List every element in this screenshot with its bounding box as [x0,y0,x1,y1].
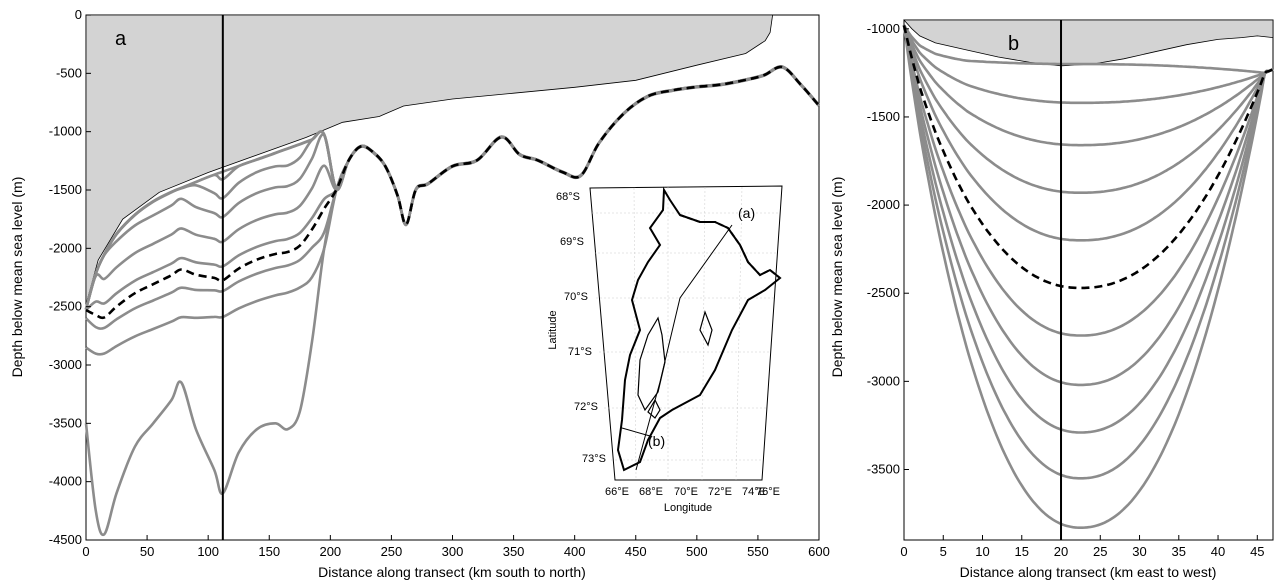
panel-b-label: b [1008,33,1019,55]
inset-lon-label: 74°E [742,486,766,498]
y-tick-label: -3000 [49,357,82,372]
panel-a-x-ticks: 0 50 100 150 200 250 300 350 400 450 500 550 600 [82,535,830,559]
isoline-b-1 [902,24,1274,105]
x-tick-label: 5 [940,544,947,559]
panel-b-x-ticks: 0 5 10 15 20 25 30 35 40 45 [900,535,1265,559]
inset-lon-label: 66°E [605,486,629,498]
y-tick-label: -1000 [867,21,900,36]
y-tick-label: -2000 [49,240,82,255]
panel-a-xlabel: Distance along transect (km south to nor… [318,564,586,580]
inset-inner-contour [637,310,713,419]
x-tick-label: 45 [1250,544,1264,559]
isoline-b-9 [902,25,1274,530]
x-tick-label: 350 [503,544,525,559]
inset-grid [592,186,780,481]
x-tick-label: 300 [442,544,464,559]
inset-lon-label: 76°E [756,486,780,498]
isoline-b-3 [902,24,1274,194]
x-tick-label: 100 [197,544,219,559]
x-tick-label: 200 [319,544,341,559]
x-tick-label: 550 [747,544,769,559]
inset-lat-label: 68°S [556,191,580,203]
dashed-isoline-b [902,24,1274,290]
x-tick-label: 10 [975,544,989,559]
y-tick-label: -500 [56,65,82,80]
y-tick-label: -2500 [867,285,900,300]
inset-ylabel: Latitude [547,310,559,349]
panel-b-y-ticks: -1000 -1500 -2000 -2500 -3000 -3500 [867,21,909,476]
isoline-b-2 [902,24,1274,147]
y-tick-label: 0 [75,7,82,22]
y-tick-label: -3000 [867,373,900,388]
inset-label-b: (b) [648,433,665,449]
x-tick-label: 150 [258,544,280,559]
panel-a-y-ticks: 0 -500 -1000 -1500 -2000 -2500 -3000 -3500 -4000… [49,7,91,547]
panel-a-ylabel: Depth below mean sea level (m) [9,177,25,378]
isoline-b-6 [902,25,1274,387]
x-tick-label: 25 [1093,544,1107,559]
x-tick-label: 20 [1054,544,1068,559]
x-tick-label: 50 [140,544,154,559]
dashed-isoline-a [85,65,820,320]
x-tick-label: 400 [564,544,586,559]
y-tick-label: -4500 [49,532,82,547]
y-tick-label: -2000 [867,197,900,212]
isoline-b-8 [902,25,1274,480]
inset-lat-label: 69°S [560,236,584,248]
isoline-b-5 [902,25,1274,337]
ice-shelf-area [85,14,774,305]
inset-lat-label: 71°S [568,346,592,358]
inset-lon-label: 72°E [708,486,732,498]
isoline-b-7 [902,25,1274,434]
inset-map-frame [589,185,783,481]
panel-a-label: a [115,28,127,50]
x-tick-label: 250 [381,544,403,559]
inset-label-a: (a) [738,205,755,221]
panel-b-plot [902,19,1274,540]
inset-lon-label: 68°E [639,486,663,498]
y-tick-label: -3500 [867,461,900,476]
isoline-b-4 [902,24,1274,242]
panel-a-plot [84,14,820,540]
inset-lat-label: 70°S [564,291,588,303]
x-tick-label: 40 [1211,544,1225,559]
y-tick-label: -4000 [49,474,82,489]
x-tick-label: 600 [808,544,830,559]
y-tick-label: -1500 [49,182,82,197]
ice-shelf-area-b [903,19,1274,67]
x-tick-label: 15 [1015,544,1029,559]
inset-lat-label: 72°S [574,401,598,413]
y-tick-label: -1500 [867,109,900,124]
y-tick-label: -3500 [49,415,82,430]
panel-b-xlabel: Distance along transect (km east to west… [960,564,1217,580]
panel-b-frame [903,19,1274,541]
inset-lat-label: 73°S [582,453,606,465]
panel-b: 0 5 10 15 20 25 30 35 40 45 -1000-1500-2000-2500-… [829,19,1274,580]
x-tick-label: 30 [1132,544,1146,559]
inset-lon-labels: 66°E 68°E 70°E 72°E 74°E76°E [605,486,780,498]
inset-lat-labels: 68°S 69°S 70°S 71°S 72°S 73°S [556,191,606,465]
inset-transect-b [621,427,651,437]
inset-ice-front [679,214,781,279]
x-tick-label: 450 [625,544,647,559]
x-tick-label: 0 [82,544,89,559]
x-tick-label: 0 [900,544,907,559]
inset-map: (a) (b) 68°S 69°S 70°S 71°S 72°S 73°S 66°E 68°… [547,185,783,514]
inset-transect-a [635,224,733,471]
isoline-b-0 [902,24,1274,75]
panel-a: 0 50 100 150 200 250 300 350 400 450 500 550 600 0 -5… [9,7,830,580]
x-tick-label: 500 [686,544,708,559]
panel-b-ylabel: Depth below mean sea level (m) [829,177,845,378]
y-tick-label: -1000 [49,124,82,139]
y-tick-label: -2500 [49,299,82,314]
inset-lon-label: 70°E [674,486,698,498]
inset-xlabel: Longitude [664,502,712,514]
x-tick-label: 35 [1172,544,1186,559]
